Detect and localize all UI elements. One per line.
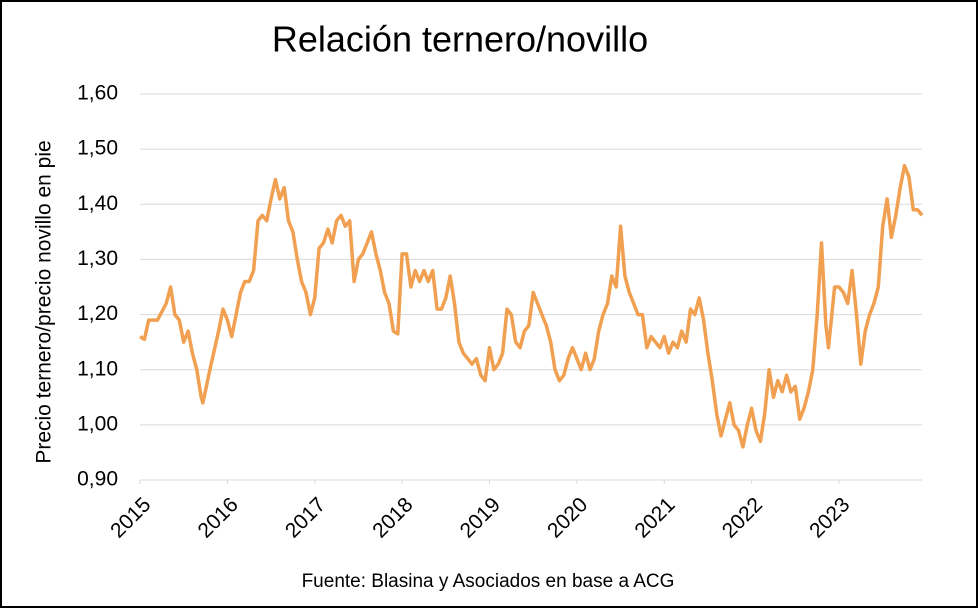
y-tick-label: 1,50 bbox=[77, 137, 118, 160]
y-tick-label: 0,90 bbox=[77, 468, 118, 491]
y-tick-label: 1,60 bbox=[77, 82, 118, 105]
source-note: Fuente: Blasina y Asociados en base a AC… bbox=[302, 571, 675, 592]
y-tick-label: 1,00 bbox=[77, 412, 118, 435]
data-line bbox=[139, 163, 924, 449]
chart-title: Relación ternero/novillo bbox=[272, 19, 648, 60]
y-tick-label: 1,10 bbox=[77, 357, 118, 380]
y-tick-label: 1,20 bbox=[77, 302, 118, 325]
y-tick-label: 1,30 bbox=[77, 247, 118, 270]
y-tick-label: 1,40 bbox=[77, 192, 118, 215]
y-axis-label: Precio ternero/precio novillo en pie bbox=[33, 140, 56, 463]
